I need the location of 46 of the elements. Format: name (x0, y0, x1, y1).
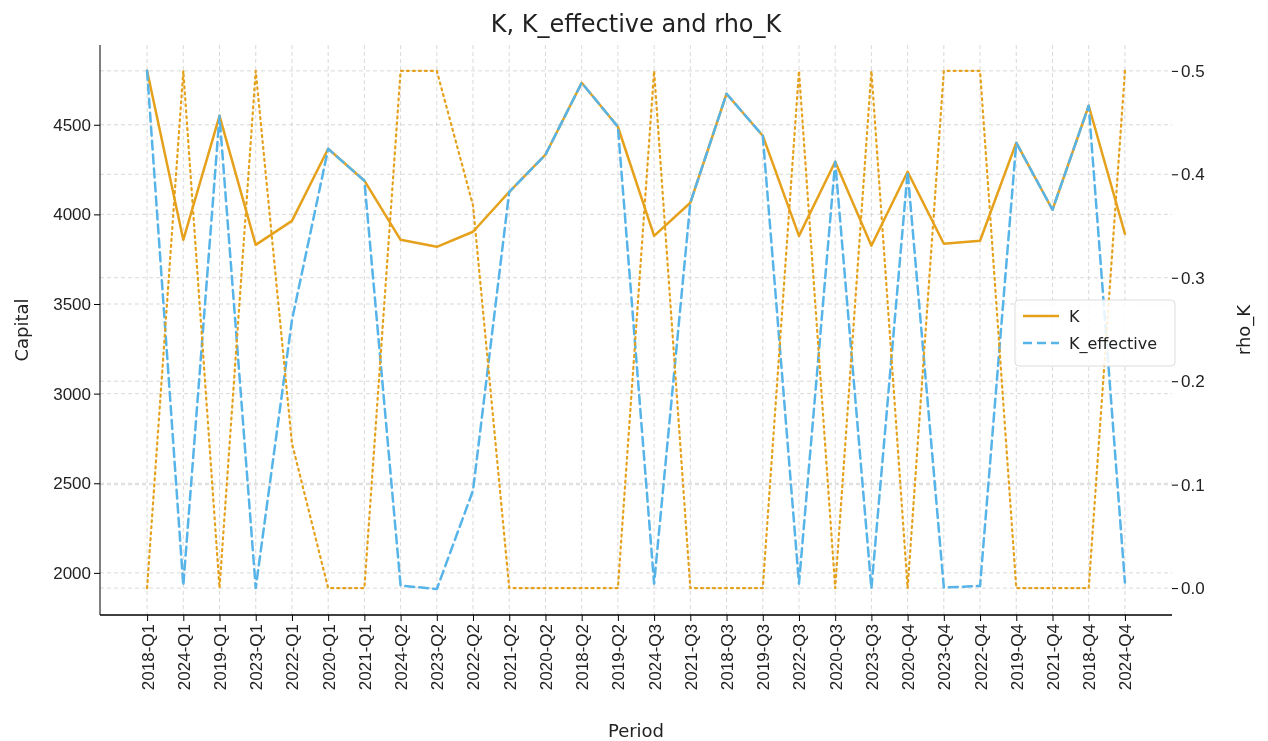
y-tick-label: 4500 (53, 115, 91, 135)
legend-label: K_effective (1069, 334, 1158, 354)
x-axis-title: Period (607, 720, 665, 741)
y2-axis-title: rho_K (1233, 303, 1255, 356)
x-tick-label: 2023-Q1 (247, 624, 267, 691)
x-tick-label: 2018-Q2 (573, 624, 593, 691)
x-tick-label: 2018-Q1 (138, 624, 158, 691)
x-tick-label: 2024-Q1 (174, 624, 194, 691)
x-tick-label: 2022-Q4 (971, 624, 991, 691)
x-tick-label: 2020-Q2 (536, 624, 556, 691)
y2-tick-label: 0.0 (1181, 579, 1205, 599)
x-tick-label: 2019-Q1 (210, 624, 230, 691)
y-tick-label: 2500 (53, 474, 91, 494)
x-tick-label: 2020-Q4 (899, 624, 919, 691)
x-tick-label: 2019-Q3 (754, 624, 774, 691)
x-tick-label: 2023-Q4 (935, 624, 955, 691)
x-tick-label: 2022-Q2 (464, 624, 484, 691)
y-tick-label: 2000 (53, 563, 91, 583)
y-tick-label: 3000 (53, 384, 91, 404)
x-tick-label: 2020-Q3 (826, 624, 846, 691)
x-tick-label: 2024-Q4 (1116, 624, 1136, 691)
y2-tick-label: 0.1 (1181, 475, 1205, 495)
x-tick-label: 2018-Q4 (1080, 624, 1100, 691)
x-tick-label: 2021-Q1 (355, 624, 375, 691)
y-axis-title: Capital (11, 298, 32, 362)
y2-tick-label: 0.3 (1181, 268, 1205, 288)
x-tick-label: 2024-Q2 (392, 624, 412, 691)
y2-tick-label: 0.5 (1181, 61, 1205, 81)
y-tick-label: 3500 (53, 294, 91, 314)
chart-title: K, K_effective and rho_K (490, 10, 783, 38)
x-tick-label: 2024-Q3 (645, 624, 665, 691)
x-tick-label: 2020-Q1 (319, 624, 339, 691)
x-tick-label: 2021-Q3 (681, 624, 701, 691)
x-tick-label: 2022-Q3 (790, 624, 810, 691)
y-tick-label: 4000 (53, 205, 91, 225)
x-tick-label: 2019-Q4 (1007, 624, 1027, 691)
y2-tick-label: 0.4 (1181, 165, 1205, 185)
x-tick-label: 2021-Q4 (1043, 624, 1063, 691)
x-tick-label: 2023-Q2 (428, 624, 448, 691)
x-tick-label: 2022-Q1 (283, 624, 303, 691)
x-tick-label: 2023-Q3 (862, 624, 882, 691)
x-tick-label: 2019-Q2 (609, 624, 629, 691)
y2-tick-label: 0.2 (1181, 372, 1205, 392)
x-tick-label: 2018-Q3 (717, 624, 737, 691)
x-tick-label: 2021-Q2 (500, 624, 520, 691)
legend-label: K (1069, 307, 1080, 326)
